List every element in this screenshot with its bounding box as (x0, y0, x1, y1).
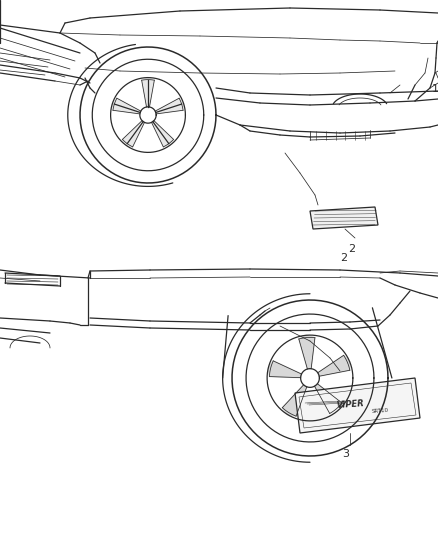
Text: 2: 2 (340, 253, 347, 263)
Polygon shape (141, 78, 154, 107)
Polygon shape (155, 98, 184, 114)
Polygon shape (123, 120, 145, 147)
Polygon shape (314, 384, 342, 414)
Polygon shape (310, 207, 378, 229)
Polygon shape (299, 335, 315, 369)
Text: 3: 3 (342, 449, 349, 459)
Polygon shape (113, 98, 141, 114)
Text: SRT10: SRT10 (371, 408, 389, 414)
Text: 1: 1 (432, 84, 438, 94)
Text: 2: 2 (348, 244, 355, 254)
Polygon shape (318, 356, 350, 376)
Polygon shape (268, 361, 301, 378)
Text: VIPER: VIPER (336, 400, 364, 410)
Polygon shape (295, 378, 420, 433)
Polygon shape (283, 385, 307, 416)
Polygon shape (152, 120, 173, 147)
